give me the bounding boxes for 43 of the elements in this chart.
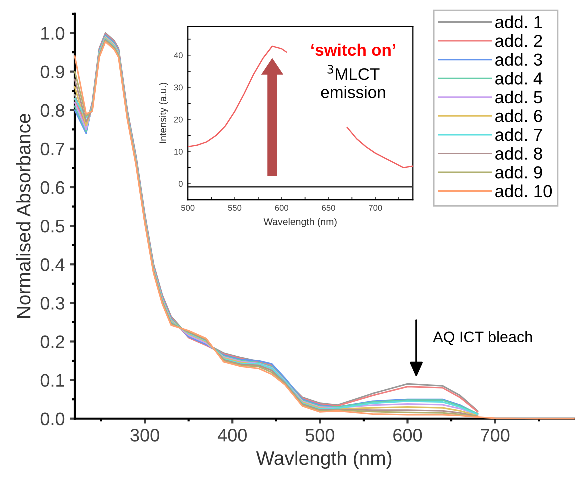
y-axis-title: Intensity (a.u.) <box>159 83 168 144</box>
x-tick-label: 500 <box>181 205 195 212</box>
y-tick-label: 0.0 <box>40 412 65 426</box>
x-tick-label: 400 <box>218 429 247 442</box>
annotation: $^{3}$MLCT emission <box>321 65 386 98</box>
legend-label: add. 9 <box>496 166 542 179</box>
x-tick-label: 300 <box>130 429 160 442</box>
x-tick-label: 500 <box>306 429 335 442</box>
y-tick-label: 0.6 <box>40 181 64 194</box>
y-tick-label: 10 <box>174 149 183 155</box>
legend-label: add. 4 <box>496 72 543 85</box>
y-tick-label: 0.1 <box>40 374 64 388</box>
y-tick-label: 30 <box>174 84 183 91</box>
y-tick-label: 0.8 <box>40 104 65 118</box>
legend-label: add. 10 <box>496 184 552 198</box>
y-tick-label: 0.9 <box>40 66 64 79</box>
y-tick-label: 0.2 <box>40 336 64 348</box>
y-tick-label: 0.5 <box>40 220 65 233</box>
x-tick-label: 550 <box>228 205 242 212</box>
legend-label: add. 1 <box>496 16 542 28</box>
x-tick-label: 650 <box>322 205 336 212</box>
x-tick-label: 700 <box>481 429 510 442</box>
legend-label: add. 5 <box>496 90 542 104</box>
legend-label: add. 8 <box>496 147 542 160</box>
y-tick-label: 1.0 <box>42 27 65 40</box>
y-tick-label: 0.7 <box>40 142 64 156</box>
x-tick-label: 600 <box>394 429 422 442</box>
x-axis-title: Wavlength (nm) <box>256 450 392 470</box>
y-tick-label: 20 <box>174 116 183 123</box>
y-tick-label: 0.3 <box>40 297 64 310</box>
y-tick-label: 0.4 <box>40 258 65 272</box>
x-tick-label: 600 <box>275 205 288 212</box>
legend-label: add. 6 <box>496 110 542 122</box>
legend-label: add. 2 <box>496 34 542 48</box>
legend-label: add. 3 <box>496 53 542 66</box>
annotation: AQ ICT bleach <box>433 331 532 346</box>
y-tick-label: 40 <box>174 52 183 59</box>
x-axis-title: Wavelength (nm) <box>264 218 337 228</box>
y-axis-title: Normalised Absorbance <box>16 114 31 318</box>
annotation: ‘switch on’ <box>312 44 396 56</box>
y-tick-label: 0 <box>178 181 183 188</box>
legend-label: add. 7 <box>496 128 542 142</box>
x-tick-label: 700 <box>369 205 382 212</box>
